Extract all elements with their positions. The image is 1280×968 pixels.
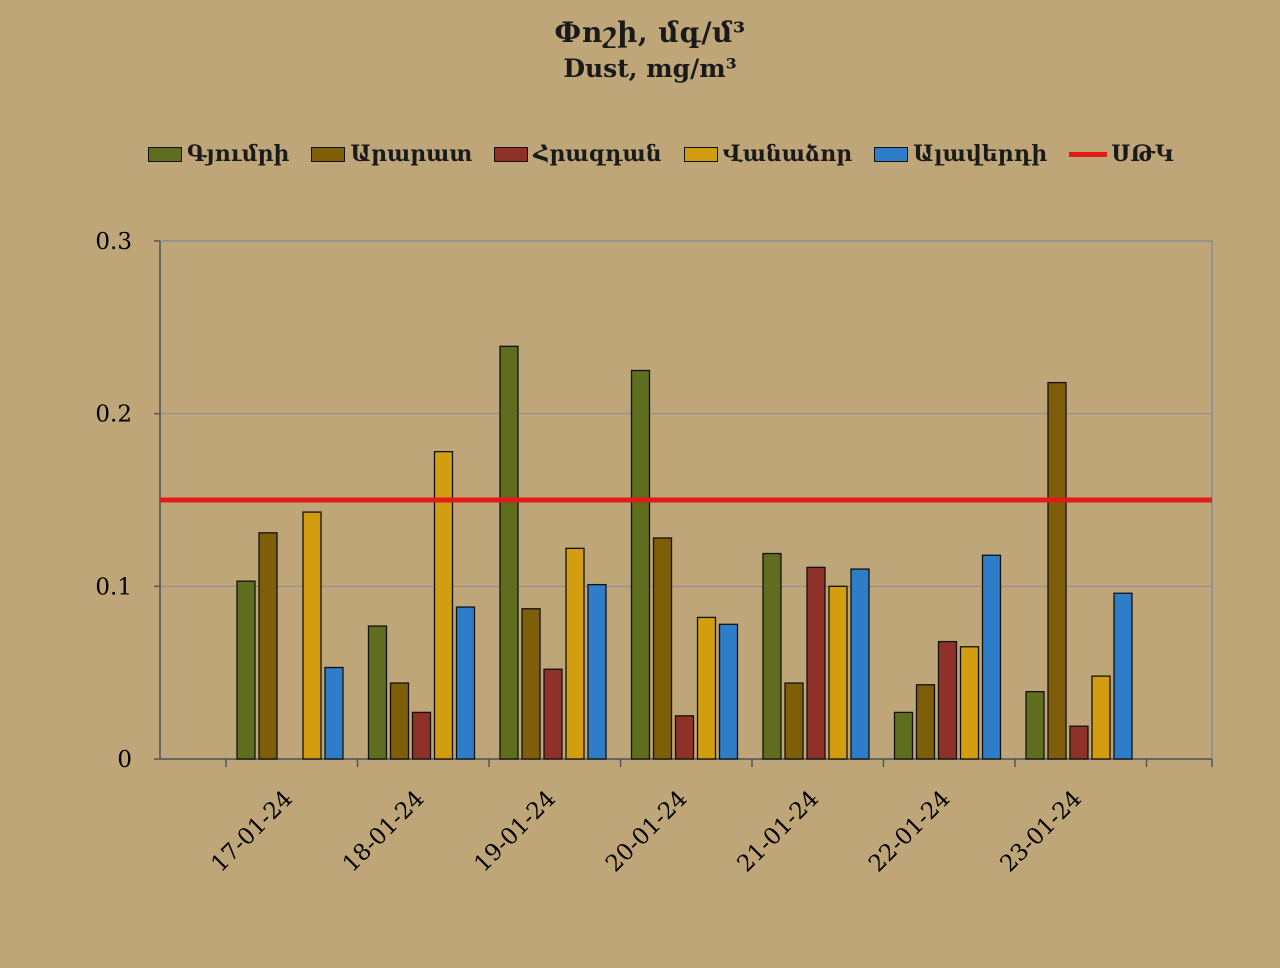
bar: [959, 646, 980, 760]
bar: [806, 566, 826, 760]
legend-label: Հրազդան: [533, 141, 662, 167]
bar: [499, 345, 519, 760]
bar: [521, 608, 541, 760]
bar: [389, 682, 410, 760]
bar: [1113, 592, 1133, 760]
legend-item: Վանաձոր: [683, 141, 853, 167]
chart-title-block: Փոշի, մգ/մ³ Dust, mg/m³: [0, 14, 1280, 86]
bar: [630, 369, 651, 760]
bar: [367, 625, 388, 760]
legend-swatch: [311, 146, 346, 162]
bar: [850, 568, 870, 760]
legend-item: Գյումրի: [148, 141, 289, 167]
bar: [696, 616, 717, 760]
x-tick-label: 20-01-24: [601, 786, 692, 877]
legend-label: Գյումրի: [187, 141, 290, 167]
bar: [587, 583, 607, 760]
legend-label: Ալավերդի: [913, 141, 1048, 167]
chart-legend: Գյումրի Արարատ Հրազդան Վանաձոր Ալավերդի ՍԹԿ: [148, 138, 1196, 170]
legend-item: Հրազդան: [494, 141, 662, 167]
bar: [455, 606, 476, 760]
legend-swatch: [494, 146, 529, 162]
legend-label: Արարատ: [350, 141, 473, 167]
legend-line-swatch: [1069, 151, 1108, 157]
y-tick-label: 0.1: [95, 574, 132, 600]
bar: [236, 580, 256, 760]
bar: [915, 684, 936, 760]
bar: [674, 715, 695, 760]
bar: [828, 585, 848, 760]
x-tick-label: 17-01-24: [207, 786, 298, 877]
legend-label: ՍԹԿ: [1111, 141, 1174, 167]
bar: [1091, 675, 1111, 760]
bar: [937, 640, 958, 760]
legend-swatch: [874, 146, 909, 162]
bar: [981, 554, 1002, 760]
bar: [893, 711, 914, 760]
bar: [1047, 381, 1067, 760]
legend-item: Արարատ: [311, 141, 472, 167]
bar: [411, 711, 432, 760]
bar: [762, 552, 782, 760]
bar: [718, 623, 739, 760]
bar: [784, 682, 804, 760]
chart-subtitle: Dust, mg/m³: [563, 54, 737, 83]
legend-swatch: [148, 146, 182, 162]
y-tick-label: 0: [117, 747, 132, 773]
legend-label: Վանաձոր: [722, 141, 853, 167]
bar: [433, 451, 454, 760]
legend-swatch: [683, 146, 718, 162]
bar: [543, 668, 563, 760]
x-tick-label: 19-01-24: [470, 786, 561, 877]
bar: [1025, 691, 1045, 760]
bar: [302, 511, 322, 760]
y-tick-label: 0.3: [95, 229, 132, 255]
x-tick-label: 21-01-24: [733, 786, 824, 877]
x-tick-label: 23-01-24: [996, 786, 1087, 877]
chart-title: Փոշի, մգ/մ³: [554, 16, 746, 49]
bar: [1069, 725, 1089, 760]
bar: [565, 547, 585, 760]
bar: [652, 537, 673, 760]
y-tick-label: 0.2: [95, 402, 132, 428]
legend-item: Ալավերդի: [874, 141, 1047, 167]
x-tick-label: 22-01-24: [864, 786, 955, 877]
bar: [324, 666, 344, 760]
legend-item-reference: ՍԹԿ: [1069, 141, 1174, 167]
bar: [258, 532, 278, 760]
x-tick-label: 18-01-24: [338, 786, 429, 877]
